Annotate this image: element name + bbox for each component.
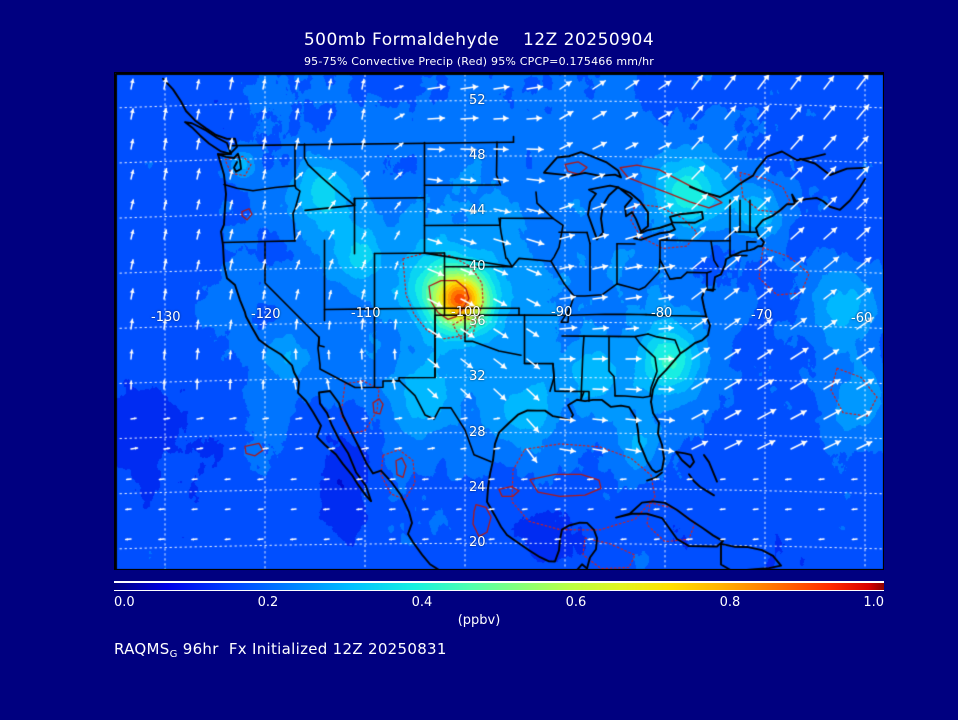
map-overlay-canvas — [115, 73, 883, 569]
model-name: RAQMS — [114, 640, 170, 658]
colorbar-tick-0.8: 0.8 — [719, 595, 741, 610]
colorbar-tick-0.0: 0.0 — [114, 595, 135, 610]
footer-label: RAQMSG 96hr Fx Initialized 12Z 20250831 — [114, 640, 447, 660]
page-subtitle: 95-75% Convective Precip (Red) 95% CPCP=… — [303, 55, 655, 68]
page-title: 500mb Formaldehyde 12Z 20250904 — [303, 30, 655, 50]
colorbar-tick-0.2: 0.2 — [257, 595, 279, 610]
model-subscript: G — [169, 649, 178, 660]
map-panel[interactable]: 52 48 44 40 36 32 28 24 20 -130 -120 -110 -100 -90 -80… — [114, 72, 884, 570]
colorbar-unit-label: (ppbv) — [457, 613, 501, 628]
colorbar-gradient — [114, 581, 884, 591]
colorbar-tick-1.0: 1.0 — [863, 595, 884, 610]
colorbar-tick-0.6: 0.6 — [565, 595, 587, 610]
colorbar[interactable] — [114, 581, 884, 591]
footer-text: 96hr Fx Initialized 12Z 20250831 — [177, 640, 447, 658]
colorbar-tick-0.4: 0.4 — [411, 595, 433, 610]
